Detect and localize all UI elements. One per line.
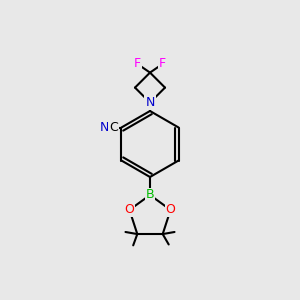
Text: C: C [110,121,118,134]
Text: F: F [134,57,141,70]
Text: O: O [124,203,134,216]
Text: O: O [166,203,176,216]
Text: B: B [146,188,154,202]
Text: N: N [100,121,109,134]
Text: F: F [159,57,166,70]
Text: N: N [145,96,155,109]
